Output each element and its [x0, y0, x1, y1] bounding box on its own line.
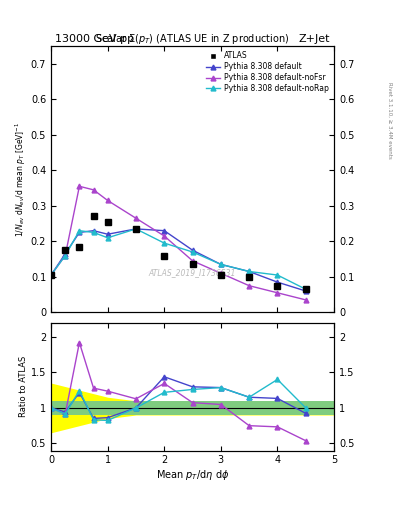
Y-axis label: $1/N_{ev}$ d$N_{ev}$/d mean $p_T$ [GeV]$^{-1}$: $1/N_{ev}$ d$N_{ev}$/d mean $p_T$ [GeV]$…	[14, 121, 28, 237]
Text: ATLAS_2019_I1736531: ATLAS_2019_I1736531	[149, 268, 236, 277]
Text: Rivet 3.1.10, ≥ 3.4M events: Rivet 3.1.10, ≥ 3.4M events	[387, 82, 392, 159]
X-axis label: Mean $p_T$/d$\eta$ d$\phi$: Mean $p_T$/d$\eta$ d$\phi$	[156, 468, 229, 482]
Text: mcplots.cern.ch [arXiv:1306.3436]: mcplots.cern.ch [arXiv:1306.3436]	[392, 172, 393, 267]
Text: Z+Jet: Z+Jet	[299, 33, 330, 44]
Text: 13000 GeV pp: 13000 GeV pp	[55, 33, 134, 44]
Y-axis label: Ratio to ATLAS: Ratio to ATLAS	[19, 356, 28, 417]
Title: Scalar $\Sigma(p_T)$ (ATLAS UE in Z production): Scalar $\Sigma(p_T)$ (ATLAS UE in Z prod…	[95, 32, 290, 46]
Legend: ATLAS, Pythia 8.308 default, Pythia 8.308 default-noFsr, Pythia 8.308 default-no: ATLAS, Pythia 8.308 default, Pythia 8.30…	[203, 48, 332, 96]
